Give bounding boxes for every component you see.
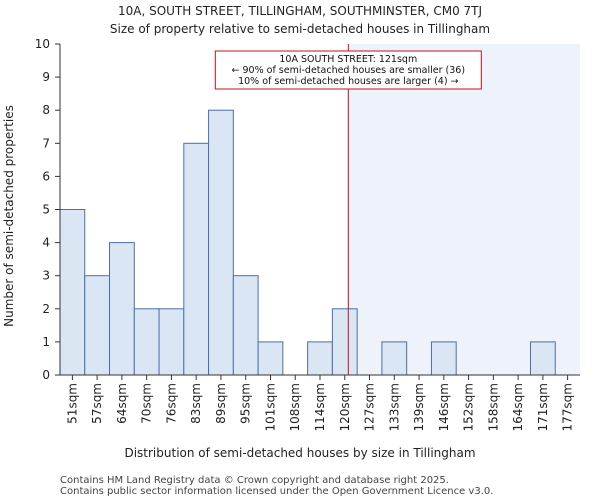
footer-line-2: Contains public sector information licen…: [60, 486, 493, 497]
annotation-box: [214, 50, 482, 90]
y-axis-label: Number of semi-detached properties: [2, 105, 16, 327]
y-tick-label: 7: [42, 136, 50, 150]
x-tick-label: 83sqm: [189, 383, 203, 424]
y-tick-label: 10: [35, 37, 50, 51]
x-tick-label: 146sqm: [437, 383, 451, 431]
x-tick-label: 171sqm: [536, 383, 550, 431]
y-tick-label: 6: [42, 169, 50, 183]
bar-70sqm: [133, 308, 160, 376]
annotation-line-3: 10% of semi-detached houses are larger (…: [238, 76, 458, 87]
bar-76sqm: [158, 308, 185, 376]
bar-89sqm: [208, 109, 234, 376]
y-tick-label: 1: [42, 335, 50, 349]
y-tick-label: 9: [42, 70, 50, 84]
y-tick-label: 5: [42, 203, 50, 217]
x-tick-label: 139sqm: [412, 383, 426, 431]
bar-95sqm: [232, 275, 259, 376]
bar-101sqm: [257, 341, 284, 376]
y-tick-label: 8: [42, 103, 50, 117]
x-tick-label: 89sqm: [214, 383, 228, 424]
annotation-line-1: 10A SOUTH STREET: 121sqm: [279, 54, 417, 65]
bar-57sqm: [84, 275, 111, 376]
highlight-region: [348, 44, 580, 375]
y-tick-label: 4: [42, 236, 50, 250]
x-ticks: 51sqm 57sqm 64sqm 70sqm 76sqm 83sqm 89sqm 95sqm…: [65, 375, 575, 431]
bar-171sqm: [529, 341, 556, 376]
x-tick-label: 101sqm: [263, 383, 277, 431]
y-tick-label: 0: [42, 368, 50, 382]
x-tick-label: 114sqm: [313, 383, 327, 431]
x-tick-label: 133sqm: [387, 383, 401, 431]
annotation-line-2: ← 90% of semi-detached houses are smalle…: [232, 65, 466, 76]
x-tick-label: 51sqm: [65, 383, 79, 424]
bar-51sqm: [59, 209, 86, 376]
x-tick-label: 95sqm: [239, 383, 253, 424]
plot-area: 0 1 2 3 4 5 6 7 8 9 10 51sqm 57sqm 64sqm 70sqm 76sqm 83…: [35, 37, 580, 431]
x-tick-label: 158sqm: [486, 383, 500, 431]
bar-120sqm: [331, 308, 358, 376]
x-tick-label: 127sqm: [363, 383, 377, 431]
bar-146sqm: [430, 341, 457, 376]
bar-133sqm: [381, 341, 408, 376]
chart-title: 10A, SOUTH STREET, TILLINGHAM, SOUTHMINS…: [118, 4, 482, 18]
x-tick-label: 64sqm: [115, 383, 129, 424]
chart-subtitle: Size of property relative to semi-detach…: [110, 22, 490, 36]
x-tick-label: 152sqm: [462, 383, 476, 431]
x-tick-label: 120sqm: [338, 383, 352, 431]
y-tick-label: 3: [42, 269, 50, 283]
x-tick-label: 57sqm: [90, 383, 104, 424]
bar-83sqm: [183, 142, 210, 376]
y-ticks: 0 1 2 3 4 5 6 7 8 9 10: [35, 37, 60, 382]
x-tick-label: 70sqm: [140, 383, 154, 424]
x-tick-label: 108sqm: [288, 383, 302, 431]
x-axis-label: Distribution of semi-detached houses by …: [124, 446, 475, 460]
x-tick-label: 76sqm: [164, 383, 178, 424]
bars: [59, 109, 556, 376]
x-tick-label: 177sqm: [561, 383, 575, 431]
bar-114sqm: [307, 341, 333, 376]
bar-64sqm: [109, 242, 135, 376]
x-tick-label: 164sqm: [511, 383, 525, 431]
footer-line-1: Contains HM Land Registry data © Crown c…: [60, 475, 449, 486]
y-tick-label: 2: [42, 302, 50, 316]
